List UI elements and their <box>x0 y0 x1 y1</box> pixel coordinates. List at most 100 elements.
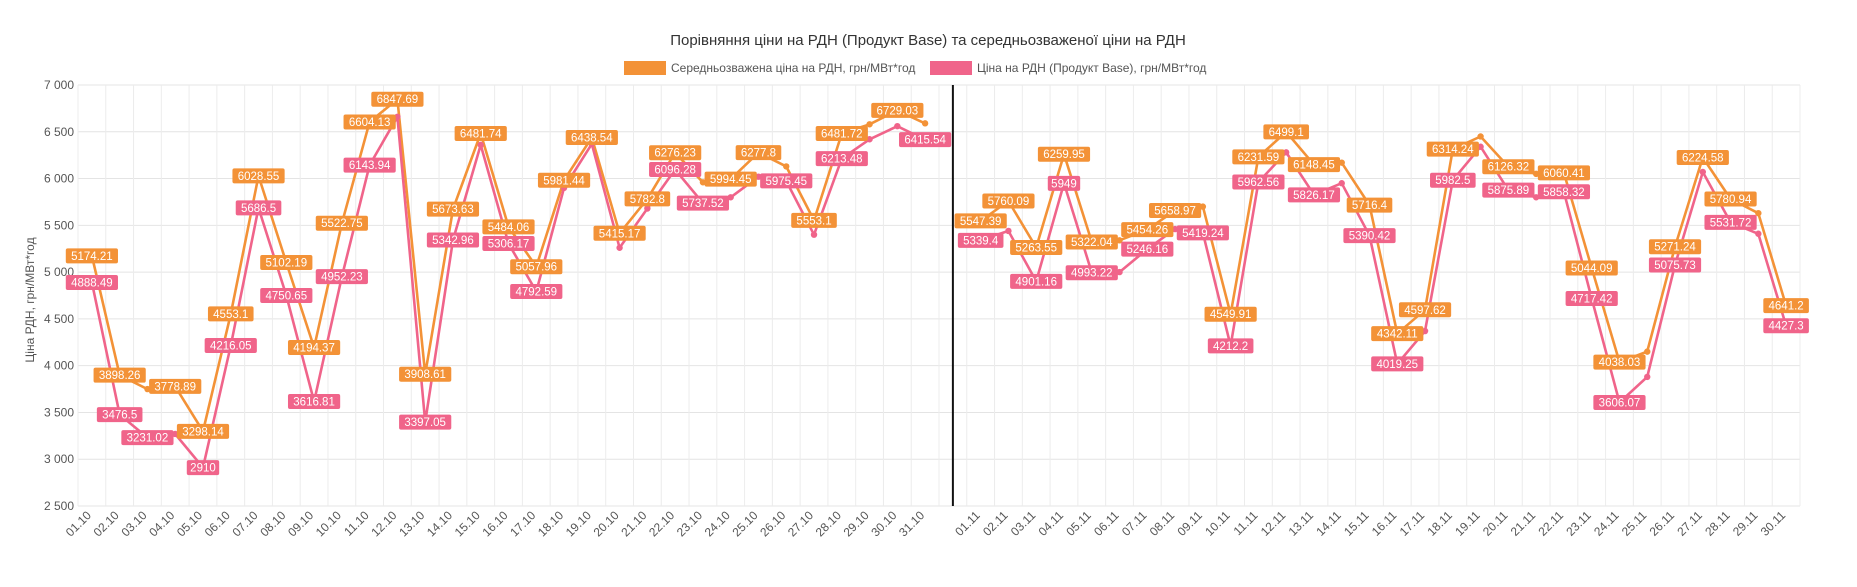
data-label: 5271.24 <box>1654 242 1696 254</box>
data-label-box <box>96 407 143 423</box>
x-tick-label: 18.10 <box>535 508 566 539</box>
data-point[interactable] <box>866 136 873 143</box>
data-point[interactable] <box>1421 327 1429 335</box>
x-tick-label: 23.11 <box>1563 508 1594 539</box>
x-tick-label: 19.11 <box>1452 508 1483 539</box>
data-point[interactable] <box>1005 227 1012 235</box>
y-tick-label: 6 500 <box>44 125 74 139</box>
data-label: 5982.5 <box>1435 175 1470 187</box>
data-label-box <box>287 394 341 410</box>
data-point[interactable] <box>727 194 734 201</box>
x-tick-label: 26.11 <box>1647 508 1678 539</box>
data-label-box <box>1430 172 1476 188</box>
x-tick-label: 21.10 <box>618 508 649 539</box>
data-point[interactable] <box>644 205 651 212</box>
data-point[interactable] <box>1477 133 1484 140</box>
data-label-box <box>454 125 507 141</box>
data-point[interactable] <box>1171 225 1179 233</box>
x-tick-label: 13.10 <box>396 508 427 539</box>
data-point[interactable] <box>1699 168 1706 176</box>
x-tick-label: 15.11 <box>1341 508 1372 539</box>
data-label-box <box>624 191 671 207</box>
data-point[interactable] <box>1338 180 1345 187</box>
data-label: 5415.17 <box>599 228 641 240</box>
data-point[interactable] <box>1532 170 1540 178</box>
data-label: 5782.8 <box>630 194 665 206</box>
data-point[interactable] <box>894 122 901 130</box>
data-point[interactable] <box>866 121 873 128</box>
x-tick-label: 06.11 <box>1091 508 1122 539</box>
x-tick-label: 20.10 <box>591 508 622 539</box>
data-label-box <box>1065 265 1118 281</box>
legend-item-weighted[interactable]: Середньозважена ціна на РДН, грн/МВт*год <box>624 61 915 75</box>
data-label-box <box>1343 228 1396 244</box>
data-label: 6096.28 <box>654 165 696 177</box>
data-point[interactable] <box>699 179 707 186</box>
data-label: 5419.24 <box>1182 228 1224 240</box>
data-label: 5484.06 <box>488 222 530 234</box>
data-label-box <box>1176 225 1229 241</box>
data-point[interactable] <box>921 120 929 127</box>
data-point[interactable] <box>1644 373 1651 381</box>
data-label: 5306.17 <box>488 238 530 250</box>
x-tick-label: 17.11 <box>1397 508 1428 539</box>
x-tick-label: 13.11 <box>1286 508 1317 539</box>
data-label-box <box>232 168 285 184</box>
x-tick-label: 05.11 <box>1063 508 1094 539</box>
data-point[interactable] <box>755 173 762 180</box>
data-label: 6438.54 <box>571 133 613 145</box>
data-point[interactable] <box>477 141 484 149</box>
data-label: 6415.54 <box>904 135 946 147</box>
data-point[interactable] <box>616 244 623 251</box>
data-label-box <box>65 275 118 291</box>
legend-label-weighted: Середньозважена ціна на РДН, грн/МВт*год <box>671 61 915 75</box>
data-point[interactable] <box>1532 194 1540 201</box>
data-point[interactable] <box>144 385 151 393</box>
data-label: 5263.55 <box>1015 242 1057 254</box>
data-label: 4038.03 <box>1599 357 1641 369</box>
data-label: 4553.1 <box>213 309 248 321</box>
data-point[interactable] <box>1755 230 1762 237</box>
data-label-box <box>399 366 452 382</box>
x-tick-label: 16.11 <box>1369 508 1400 539</box>
data-point[interactable] <box>1644 348 1651 355</box>
data-label: 5686.5 <box>241 203 276 215</box>
data-label: 3778.89 <box>154 381 196 393</box>
data-point[interactable] <box>1755 209 1762 217</box>
legend-item-base[interactable]: Ціна на РДН (Продукт Base), грн/МВт*год <box>930 61 1206 75</box>
data-label: 5760.09 <box>988 196 1030 208</box>
data-point[interactable] <box>394 113 401 121</box>
data-label-box <box>93 367 146 383</box>
data-point[interactable] <box>172 430 179 438</box>
data-label-box <box>1593 354 1646 370</box>
data-point[interactable] <box>1116 268 1123 276</box>
data-label-box <box>1232 174 1285 190</box>
data-label-box <box>676 195 730 211</box>
y-tick-label: 3 500 <box>44 405 74 419</box>
data-label-box <box>1482 182 1535 198</box>
data-label-box <box>1371 326 1424 342</box>
data-label: 5531.72 <box>1710 217 1752 229</box>
data-point[interactable] <box>1338 159 1345 166</box>
data-point[interactable] <box>810 231 818 238</box>
data-label-box <box>510 284 563 300</box>
data-label-box <box>1287 157 1341 173</box>
data-label-box <box>207 306 254 322</box>
data-label: 2910 <box>190 463 216 475</box>
y-tick-label: 2 500 <box>44 499 74 513</box>
data-label-box <box>482 235 535 251</box>
data-label: 4952.23 <box>321 272 363 284</box>
x-tick-label: 17.10 <box>507 508 538 539</box>
data-label: 6481.72 <box>821 128 863 140</box>
data-label-box <box>1371 356 1424 372</box>
data-point[interactable] <box>783 163 790 170</box>
data-point[interactable] <box>1282 149 1290 156</box>
x-tick-label: 10.10 <box>313 508 344 539</box>
data-label-box <box>426 201 480 217</box>
data-point[interactable] <box>1199 203 1207 210</box>
data-point[interactable] <box>1477 143 1484 150</box>
data-point[interactable] <box>1116 237 1123 244</box>
data-label-box <box>186 460 220 476</box>
data-label: 5547.39 <box>960 216 1002 228</box>
